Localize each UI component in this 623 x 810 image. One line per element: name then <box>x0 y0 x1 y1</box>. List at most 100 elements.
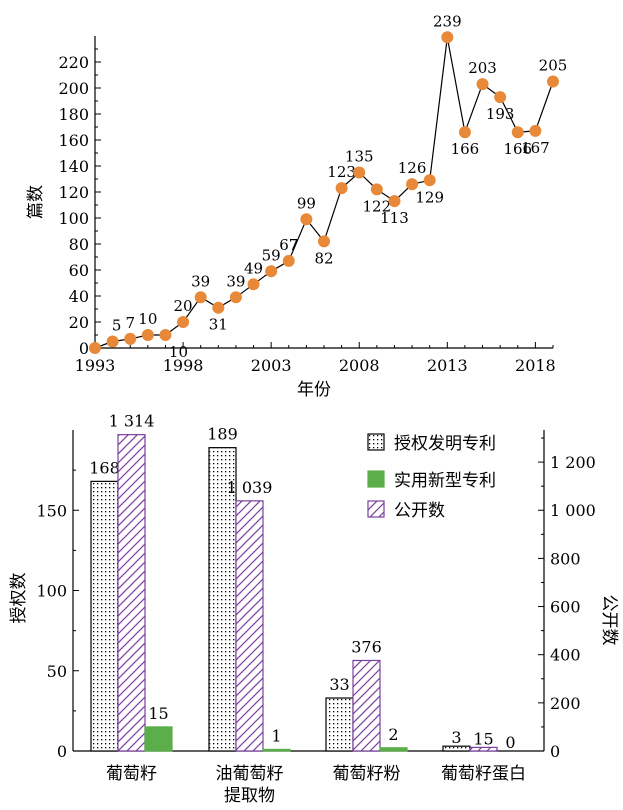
bar-value-label: 33 <box>329 675 349 694</box>
right-tick-label: 400 <box>550 646 581 665</box>
y-tick-label: 180 <box>58 105 89 124</box>
bar-value-label: 189 <box>207 425 238 444</box>
data-point <box>441 31 454 44</box>
data-point <box>212 301 225 314</box>
bar-published <box>117 434 146 752</box>
data-label: 99 <box>297 194 316 212</box>
data-point <box>124 332 137 345</box>
bar-utility <box>144 726 173 752</box>
left-axis-title: 授权数 <box>9 573 29 624</box>
y-tick-label: 80 <box>69 235 89 254</box>
category-label: 葡萄籽粉 <box>333 764 401 784</box>
data-point <box>318 235 330 248</box>
data-label: 10 <box>138 310 157 328</box>
category-label: 提取物 <box>224 786 275 806</box>
bar-value-label: 168 <box>89 458 120 477</box>
right-tick-label: 0 <box>550 742 560 761</box>
legend-swatch <box>367 500 385 518</box>
data-label: 39 <box>191 272 210 290</box>
bar-utility <box>379 747 408 752</box>
data-point <box>547 75 559 88</box>
right-tick-label: 1 200 <box>550 453 596 472</box>
data-label: 20 <box>174 297 193 315</box>
data-point <box>300 213 313 226</box>
x-tick-label: 2013 <box>427 356 468 375</box>
right-axis-title: 公开数 <box>599 595 619 646</box>
x-tick-label: 2018 <box>515 356 556 375</box>
legend-swatch <box>367 470 385 488</box>
bar-value-label: 1 039 <box>227 478 273 497</box>
data-label: 122 <box>363 197 392 215</box>
data-label: 5 <box>112 317 122 335</box>
data-label: 239 <box>433 12 462 30</box>
data-point <box>265 265 278 278</box>
data-point <box>370 183 383 196</box>
x-tick-label: 1998 <box>163 356 204 375</box>
bar-published <box>235 500 264 752</box>
data-point <box>511 126 524 139</box>
left-tick-label: 150 <box>36 501 67 520</box>
category-label: 葡萄籽蛋白 <box>441 764 526 784</box>
data-label: 113 <box>380 209 409 227</box>
y-tick-label: 120 <box>58 183 89 202</box>
left-tick-label: 50 <box>47 662 67 681</box>
y-tick-label: 20 <box>69 313 89 332</box>
right-tick-label: 1 000 <box>550 501 596 520</box>
data-label: 203 <box>468 59 497 77</box>
data-label: 135 <box>345 148 374 166</box>
data-point <box>177 316 190 328</box>
bar-value-label: 0 <box>505 733 515 752</box>
y-tick-label: 40 <box>69 287 89 306</box>
bar-value-label: 1 <box>271 726 281 745</box>
data-label: 67 <box>279 236 298 254</box>
data-point <box>353 166 366 179</box>
data-point <box>388 195 401 208</box>
data-point <box>282 254 295 267</box>
bar-value-label: 15 <box>148 704 168 723</box>
data-label: 123 <box>327 163 356 181</box>
data-point <box>106 335 119 348</box>
y-tick-label: 140 <box>58 157 89 176</box>
data-label: 166 <box>451 140 480 158</box>
right-tick-label: 800 <box>550 549 581 568</box>
left-tick-label: 100 <box>36 582 67 601</box>
category-label: 葡萄籽 <box>106 764 157 784</box>
data-point <box>529 124 542 137</box>
data-point <box>89 342 101 354</box>
data-label: 205 <box>539 57 568 75</box>
x-tick-label: 2003 <box>251 356 292 375</box>
right-tick-label: 600 <box>550 598 581 617</box>
bar-published <box>469 746 498 752</box>
data-point <box>141 329 154 341</box>
bar-invention <box>208 447 237 752</box>
y-tick-label: 200 <box>58 79 89 98</box>
bar-published <box>352 659 381 752</box>
y-tick-label: 220 <box>58 53 89 72</box>
data-label: 193 <box>486 105 515 123</box>
data-point <box>335 182 348 195</box>
x-tick-label: 2008 <box>339 356 380 375</box>
category-label: 油葡萄籽 <box>216 764 284 784</box>
data-label: 59 <box>262 246 281 264</box>
bar-value-label: 3 <box>451 728 461 747</box>
data-label: 129 <box>415 188 444 206</box>
data-point <box>458 126 471 139</box>
bar-value-label: 1 314 <box>109 412 155 431</box>
bar-utility <box>262 748 291 752</box>
legend-swatch <box>367 433 385 451</box>
x-tick-label: 1993 <box>75 356 116 375</box>
data-label: 82 <box>314 249 333 267</box>
line-chart-publications: 0 20 40 60 80 100 120 140 160 180 200 220 1993 1998 20… <box>26 12 568 400</box>
data-point <box>194 291 207 304</box>
data-label: 31 <box>209 316 228 334</box>
bar-value-label: 376 <box>351 637 382 656</box>
data-point <box>406 178 419 191</box>
bar-invention <box>325 697 354 752</box>
x-axis-title: 年份 <box>297 380 331 400</box>
left-tick-label: 0 <box>57 742 67 761</box>
data-point <box>494 91 507 104</box>
right-tick-label: 200 <box>550 694 581 713</box>
legend-label: 公开数 <box>394 501 445 521</box>
